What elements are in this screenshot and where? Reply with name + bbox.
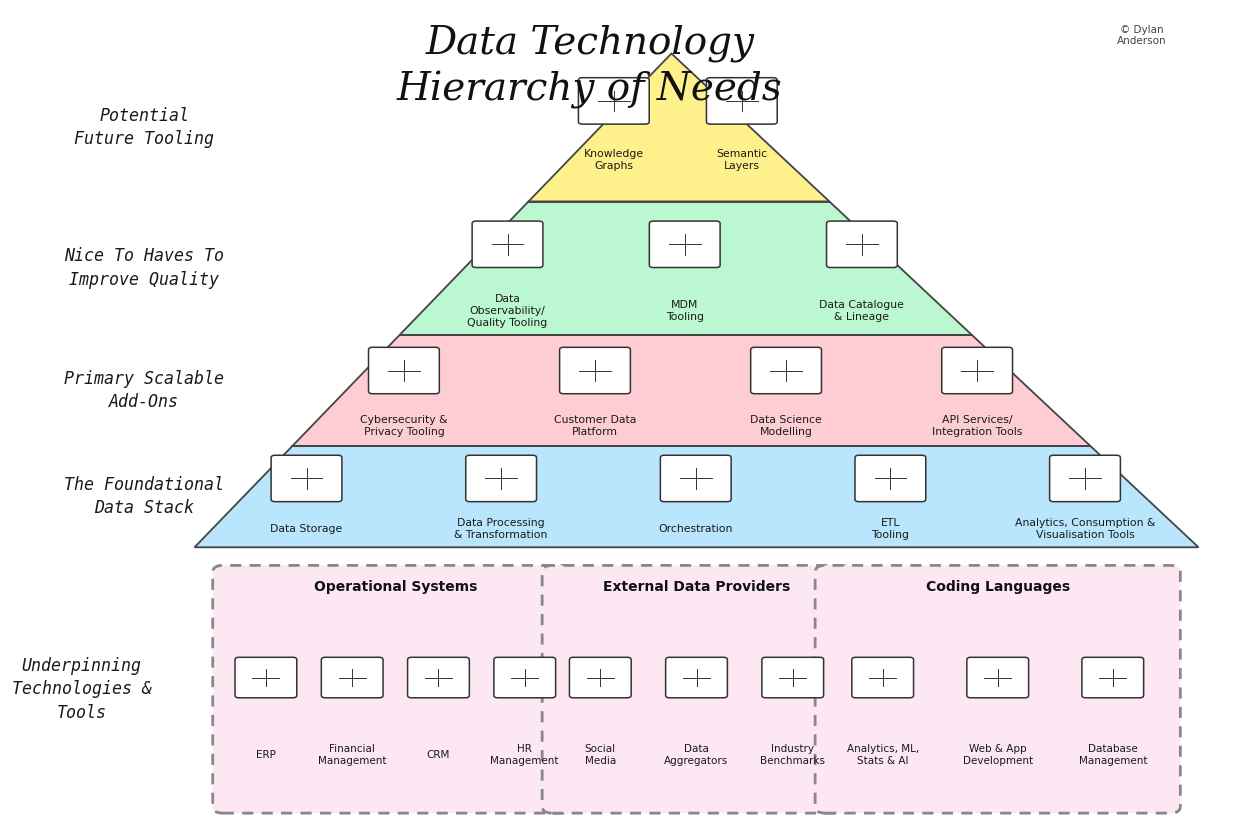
Text: MDM
Tooling: MDM Tooling bbox=[665, 300, 704, 322]
Text: Analytics, Consumption &
Visualisation Tools: Analytics, Consumption & Visualisation T… bbox=[1015, 518, 1155, 540]
Text: ETL
Tooling: ETL Tooling bbox=[871, 518, 910, 540]
FancyBboxPatch shape bbox=[707, 77, 777, 124]
FancyBboxPatch shape bbox=[271, 455, 341, 502]
FancyBboxPatch shape bbox=[472, 221, 543, 267]
Text: ERP: ERP bbox=[256, 750, 276, 760]
Text: Data
Observability/
Quality Tooling: Data Observability/ Quality Tooling bbox=[467, 294, 547, 328]
Text: Cybersecurity &
Privacy Tooling: Cybersecurity & Privacy Tooling bbox=[360, 415, 448, 437]
FancyBboxPatch shape bbox=[408, 658, 469, 698]
Text: HR
Management: HR Management bbox=[491, 744, 558, 765]
Text: API Services/
Integration Tools: API Services/ Integration Tools bbox=[932, 415, 1023, 437]
FancyBboxPatch shape bbox=[466, 455, 537, 502]
Text: Orchestration: Orchestration bbox=[659, 524, 733, 534]
FancyBboxPatch shape bbox=[941, 347, 1013, 393]
Text: Data Technology
Hierarchy of Needs: Data Technology Hierarchy of Needs bbox=[397, 25, 783, 109]
Text: Data Processing
& Transformation: Data Processing & Transformation bbox=[454, 518, 548, 540]
Text: Data Catalogue
& Lineage: Data Catalogue & Lineage bbox=[820, 300, 905, 322]
FancyBboxPatch shape bbox=[855, 455, 926, 502]
Text: Web & App
Development: Web & App Development bbox=[963, 744, 1033, 765]
Text: Data
Aggregators: Data Aggregators bbox=[664, 744, 729, 765]
Text: Nice To Haves To
Improve Quality: Nice To Haves To Improve Quality bbox=[64, 248, 225, 289]
Text: Analytics, ML,
Stats & AI: Analytics, ML, Stats & AI bbox=[847, 744, 919, 765]
FancyBboxPatch shape bbox=[827, 221, 897, 267]
Text: Social
Media: Social Media bbox=[585, 744, 616, 765]
Polygon shape bbox=[528, 53, 830, 202]
Text: Customer Data
Platform: Customer Data Platform bbox=[553, 415, 636, 437]
Text: Database
Management: Database Management bbox=[1078, 744, 1147, 765]
FancyBboxPatch shape bbox=[816, 565, 1181, 813]
Text: Underpinning
Technologies &
Tools: Underpinning Technologies & Tools bbox=[11, 657, 152, 722]
FancyBboxPatch shape bbox=[762, 658, 823, 698]
FancyBboxPatch shape bbox=[852, 658, 914, 698]
FancyBboxPatch shape bbox=[494, 658, 556, 698]
FancyBboxPatch shape bbox=[665, 658, 728, 698]
Text: External Data Providers: External Data Providers bbox=[602, 580, 791, 594]
Text: Knowledge
Graphs: Knowledge Graphs bbox=[584, 149, 644, 171]
Text: © Dylan
Anderson: © Dylan Anderson bbox=[1117, 25, 1167, 46]
Text: Primary Scalable
Add-Ons: Primary Scalable Add-Ons bbox=[64, 370, 225, 412]
FancyBboxPatch shape bbox=[1049, 455, 1121, 502]
Text: Data Storage: Data Storage bbox=[270, 524, 343, 534]
Text: Financial
Management: Financial Management bbox=[318, 744, 387, 765]
FancyBboxPatch shape bbox=[649, 221, 720, 267]
FancyBboxPatch shape bbox=[235, 658, 296, 698]
Text: Coding Languages: Coding Languages bbox=[926, 580, 1069, 594]
FancyBboxPatch shape bbox=[1082, 658, 1143, 698]
Text: Potential
Future Tooling: Potential Future Tooling bbox=[74, 107, 215, 148]
FancyBboxPatch shape bbox=[570, 658, 631, 698]
FancyBboxPatch shape bbox=[369, 347, 439, 393]
Text: Semantic
Layers: Semantic Layers bbox=[717, 149, 767, 171]
Polygon shape bbox=[195, 446, 1199, 547]
FancyBboxPatch shape bbox=[750, 347, 822, 393]
FancyBboxPatch shape bbox=[579, 77, 649, 124]
FancyBboxPatch shape bbox=[966, 658, 1029, 698]
FancyBboxPatch shape bbox=[212, 565, 577, 813]
Text: Data Science
Modelling: Data Science Modelling bbox=[750, 415, 822, 437]
Text: The Foundational
Data Stack: The Foundational Data Stack bbox=[64, 476, 225, 518]
FancyBboxPatch shape bbox=[542, 565, 851, 813]
FancyBboxPatch shape bbox=[660, 455, 732, 502]
Text: Operational Systems: Operational Systems bbox=[314, 580, 477, 594]
Text: CRM: CRM bbox=[427, 750, 451, 760]
FancyBboxPatch shape bbox=[321, 658, 383, 698]
Polygon shape bbox=[399, 202, 971, 335]
FancyBboxPatch shape bbox=[560, 347, 630, 393]
Polygon shape bbox=[292, 335, 1091, 446]
Text: Industry
Benchmarks: Industry Benchmarks bbox=[761, 744, 826, 765]
